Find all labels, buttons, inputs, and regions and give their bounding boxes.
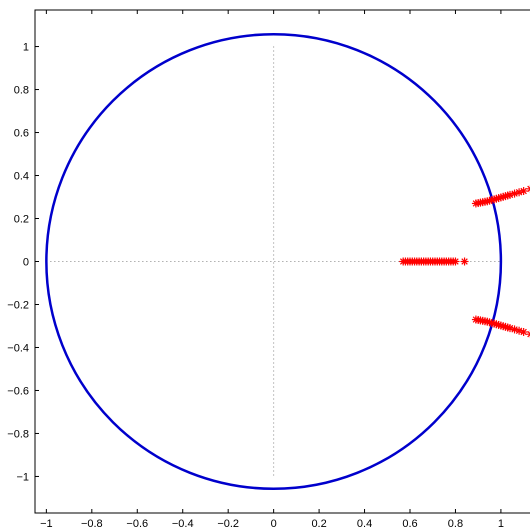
y-tick-label: 0.4 <box>14 171 29 183</box>
root-markers <box>399 184 530 339</box>
x-axis-ticks: −1 −0.8 −0.6 −0.4 −0.2 0 0.2 0.4 0.6 0.8 1 <box>40 10 504 530</box>
root-marker <box>519 328 528 337</box>
root-marker <box>526 184 530 193</box>
y-tick-label: 0.8 <box>14 85 29 97</box>
y-tick-label: 1 <box>23 42 29 54</box>
unit-circle <box>45 32 503 491</box>
root-marker <box>519 186 528 195</box>
root-marker <box>451 257 460 266</box>
x-tick-label: −0.4 <box>172 518 194 530</box>
x-tick-label: 0.2 <box>311 518 326 530</box>
x-tick-label: 0.8 <box>448 518 463 530</box>
x-tick-label: 0.6 <box>402 518 417 530</box>
y-tick-label: 0.2 <box>14 214 29 226</box>
root-marker <box>506 324 514 333</box>
y-tick-label: −0.6 <box>7 385 29 397</box>
x-tick-label: −1 <box>40 518 53 530</box>
y-tick-label: −0.4 <box>7 342 29 354</box>
y-tick-label: 0.6 <box>14 128 29 140</box>
x-tick-label: −0.2 <box>217 518 239 530</box>
root-marker <box>460 257 469 266</box>
root-marker <box>526 330 530 339</box>
y-tick-label: 0 <box>23 257 29 269</box>
x-tick-label: 1 <box>498 518 504 530</box>
x-tick-label: −0.8 <box>81 518 103 530</box>
y-tick-label: −0.8 <box>7 428 29 440</box>
y-axis-ticks: 1 0.8 0.6 0.4 0.2 0 −0.2 −0.4 −0.6 −0.8 −1 <box>7 42 39 483</box>
x-tick-label: 0 <box>271 518 277 530</box>
x-tick-label: −0.6 <box>126 518 148 530</box>
y-tick-label: −1 <box>16 471 29 483</box>
y-tick-label: −0.2 <box>7 299 29 311</box>
x-tick-label: 0.4 <box>357 518 372 530</box>
